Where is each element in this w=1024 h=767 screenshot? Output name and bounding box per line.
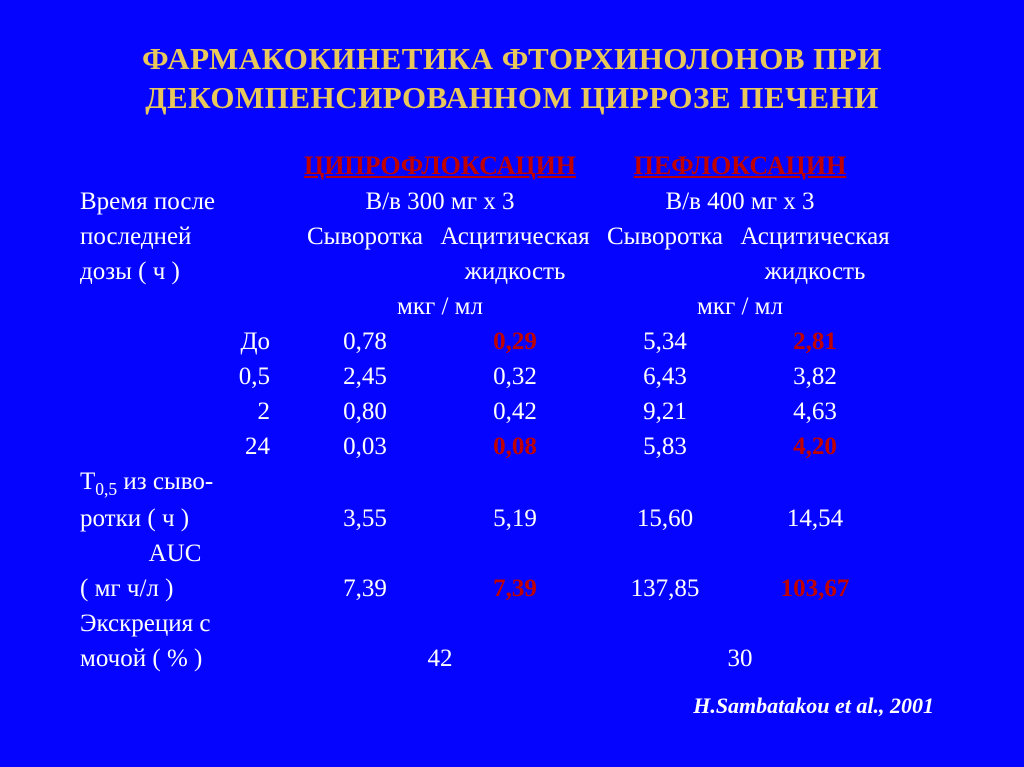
drug-cipro-header: ЦИПРОФЛОКСАЦИН <box>290 148 590 184</box>
excretion-label-2: мочой ( % ) <box>60 641 290 676</box>
t05-cipro-serum: 3,55 <box>290 501 440 536</box>
time-label: 2 <box>60 394 290 429</box>
cipro-ascitic: 0,32 <box>440 359 590 394</box>
peflo-serum: 6,43 <box>590 359 740 394</box>
blank <box>290 606 440 641</box>
pk-table: ЦИПРОФЛОКСАЦИН ПЕФЛОКСАЦИН Время после В… <box>60 148 964 677</box>
cipro-unit: мкг / мл <box>290 289 590 324</box>
blank <box>60 289 290 324</box>
blank <box>290 536 440 571</box>
excretion-cipro: 42 <box>290 641 590 676</box>
peflo-dose: В/в 400 мг х 3 <box>590 184 890 219</box>
row-header-2: последней <box>60 219 290 254</box>
blank <box>60 148 290 184</box>
cipro-serum: 2,45 <box>290 359 440 394</box>
t05-peflo-ascitic: 14,54 <box>740 501 890 536</box>
auc-cipro-serum: 7,39 <box>290 571 440 606</box>
auc-peflo-ascitic: 103,67 <box>740 571 890 606</box>
auc-label-1: AUC <box>60 536 290 571</box>
blank <box>290 254 440 289</box>
t05-label-2: ротки ( ч ) <box>60 501 290 536</box>
blank <box>590 606 740 641</box>
peflo-ascitic: 3,82 <box>740 359 890 394</box>
cipro-ascitic: 0,42 <box>440 394 590 429</box>
cipro-ascitic-hdr2: жидкость <box>440 254 590 289</box>
slide-title: ФАРМАКОКИНЕТИКА ФТОРХИНОЛОНОВ ПРИ ДЕКОМП… <box>60 40 964 118</box>
auc-peflo-serum: 137,85 <box>590 571 740 606</box>
slide: ФАРМАКОКИНЕТИКА ФТОРХИНОЛОНОВ ПРИ ДЕКОМП… <box>0 0 1024 767</box>
peflo-ascitic-hdr1: Асцитическая <box>740 219 890 254</box>
blank <box>590 536 740 571</box>
time-label: 0,5 <box>60 359 290 394</box>
blank <box>740 536 890 571</box>
t05-label-1: Т0,5 из сыво- <box>60 464 290 502</box>
auc-label-2: ( мг ч/л ) <box>60 571 290 606</box>
cipro-serum: 0,78 <box>290 324 440 359</box>
blank <box>440 606 590 641</box>
blank <box>590 464 740 502</box>
blank <box>590 254 740 289</box>
t05-peflo-serum: 15,60 <box>590 501 740 536</box>
blank <box>440 464 590 502</box>
excretion-label-1: Экскреция с <box>60 606 290 641</box>
citation: H.Sambatakou et al., 2001 <box>693 693 934 719</box>
peflo-ascitic: 4,20 <box>740 429 890 464</box>
peflo-serum-hdr: Сыворотка <box>590 219 740 254</box>
blank <box>740 464 890 502</box>
blank <box>440 536 590 571</box>
row-header-3: дозы ( ч ) <box>60 254 290 289</box>
blank <box>740 606 890 641</box>
cipro-serum: 0,80 <box>290 394 440 429</box>
drug-peflo-header: ПЕФЛОКСАЦИН <box>590 148 890 184</box>
t05-cipro-ascitic: 5,19 <box>440 501 590 536</box>
cipro-ascitic-hdr1: Асцитическая <box>440 219 590 254</box>
auc-cipro-ascitic: 7,39 <box>440 571 590 606</box>
time-label: До <box>60 324 290 359</box>
peflo-ascitic: 2,81 <box>740 324 890 359</box>
row-header-1: Время после <box>60 184 290 219</box>
excretion-peflo: 30 <box>590 641 890 676</box>
peflo-unit: мкг / мл <box>590 289 890 324</box>
cipro-serum: 0,03 <box>290 429 440 464</box>
peflo-serum: 9,21 <box>590 394 740 429</box>
peflo-ascitic: 4,63 <box>740 394 890 429</box>
peflo-serum: 5,34 <box>590 324 740 359</box>
cipro-dose: В/в 300 мг х 3 <box>290 184 590 219</box>
cipro-ascitic: 0,08 <box>440 429 590 464</box>
time-label: 24 <box>60 429 290 464</box>
cipro-serum-hdr: Сыворотка <box>290 219 440 254</box>
peflo-serum: 5,83 <box>590 429 740 464</box>
blank <box>290 464 440 502</box>
cipro-ascitic: 0,29 <box>440 324 590 359</box>
peflo-ascitic-hdr2: жидкость <box>740 254 890 289</box>
